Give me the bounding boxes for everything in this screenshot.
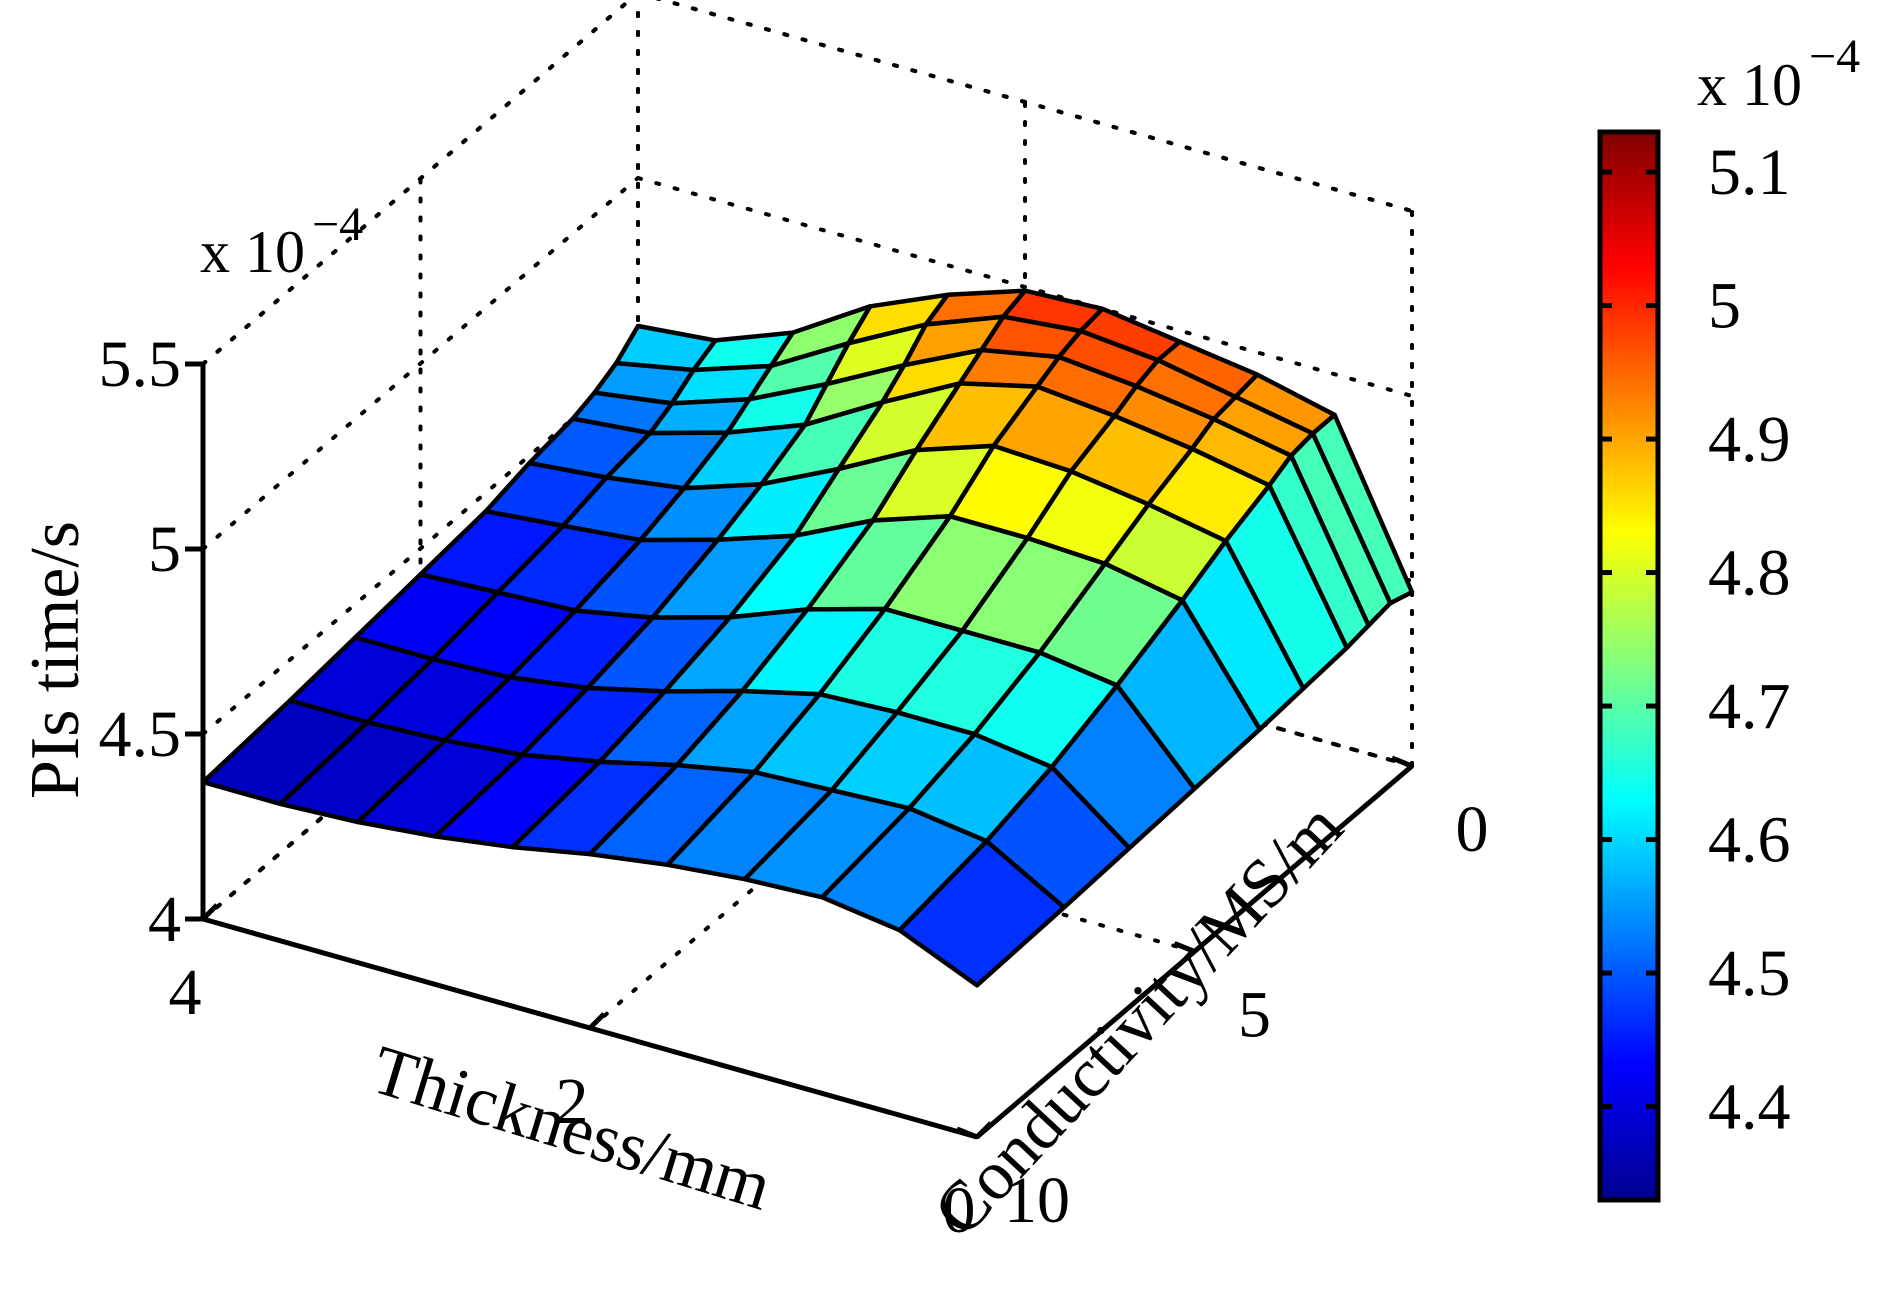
y-tick-label: 0 [1456, 793, 1489, 866]
x-tick-mark [975, 1121, 993, 1139]
colorbar-ticks: 4.4 4.5 4.6 4.7 4.8 4.9 5 5.1 [1600, 136, 1791, 1144]
colorbar: 4.4 4.5 4.6 4.7 4.8 4.9 5 5.1 x 10 −4 [1597, 30, 1860, 1203]
y-tick-label: 5 [1238, 979, 1271, 1052]
x-tick-mark [588, 1012, 606, 1030]
surface-cell [897, 838, 1067, 988]
z-gridline-left-wall [201, 176, 640, 551]
x-tick-label: 4 [169, 956, 202, 1029]
y-tick-mark [1391, 755, 1413, 769]
z-tick-label: 5.5 [99, 328, 182, 401]
surface-plot [200, 288, 1415, 988]
y-axis-ticks: 0 5 10 [956, 755, 1489, 1237]
x-tick-label: 2 [556, 1065, 589, 1138]
y-tick-mark [956, 1126, 978, 1140]
colorbar-gradient [1597, 129, 1661, 1203]
colorbar-tick-label: 4.6 [1708, 804, 1791, 877]
colorbar-tick-label: 4.5 [1708, 937, 1791, 1010]
colorbar-multiplier-base: x 10 [1697, 52, 1802, 118]
x-tick-mark [201, 903, 219, 921]
z-tick-label: 5 [148, 513, 181, 586]
colorbar-tick-label: 5 [1708, 270, 1741, 343]
z-gridline-back-wall [636, 176, 1414, 398]
colorbar-tick-label: 4.9 [1708, 403, 1791, 476]
colorbar-tick-label: 4.4 [1708, 1071, 1791, 1144]
x-axis-ticks: 0 2 4 [169, 903, 993, 1247]
z-axis-title: PIs time/s [17, 521, 94, 799]
x-tick-label: 0 [943, 1174, 976, 1247]
colorbar-multiplier-exponent: −4 [1809, 30, 1860, 83]
colorbar-tick-label: 4.8 [1708, 537, 1791, 610]
z-tick-label: 4.5 [99, 698, 182, 771]
colorbar-tick-label: 5.1 [1708, 136, 1791, 209]
z-axis-ticks: 4 4.5 5 5.5 [99, 328, 203, 956]
z-tick-label: 4 [148, 883, 181, 956]
z-multiplier-base: x 10 [200, 219, 305, 285]
y-tick-label: 10 [1004, 1164, 1070, 1237]
z-axis-multiplier: x 10 −4 [200, 198, 363, 285]
z-multiplier-exponent: −4 [312, 198, 363, 251]
y-tick-mark [1173, 941, 1196, 954]
x-axis-title: Thickness/mm [363, 1031, 780, 1225]
colorbar-tick-label: 4.7 [1708, 670, 1791, 743]
